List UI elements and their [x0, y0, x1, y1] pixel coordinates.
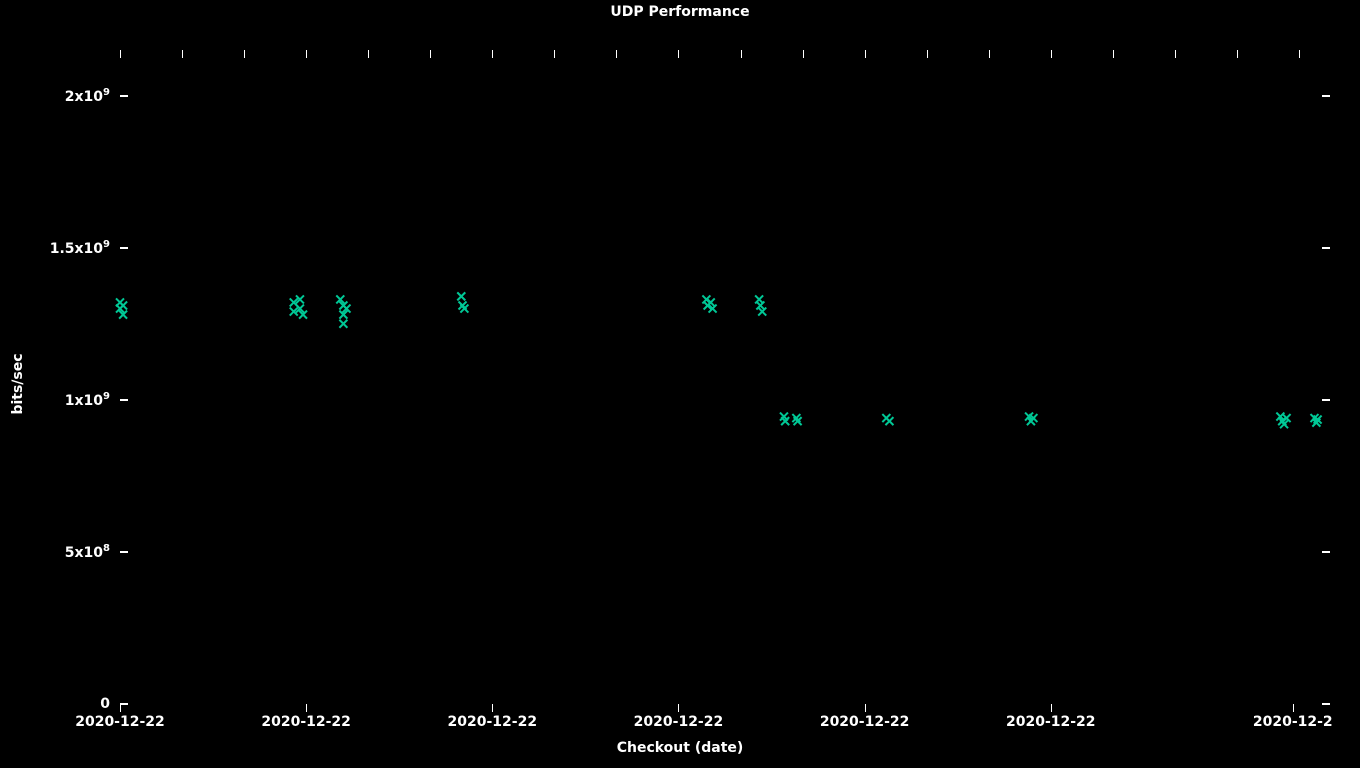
y-tick-label: 2x109 [65, 87, 110, 105]
x-minor-tick-mark [616, 50, 617, 58]
x-tick-label: 2020-12-22 [634, 714, 724, 730]
x-tick-label: 2020-12-22 [1006, 714, 1096, 730]
y-tick-mark [1322, 703, 1330, 705]
y-tick-mark [120, 703, 128, 705]
x-minor-tick-mark [368, 50, 369, 58]
x-minor-tick-mark [1113, 50, 1114, 58]
y-tick-label: 0 [100, 696, 110, 712]
x-tick-mark [1293, 704, 1294, 712]
x-minor-tick-mark [803, 50, 804, 58]
plot-area [120, 50, 1330, 704]
x-minor-tick-mark [244, 50, 245, 58]
x-minor-tick-mark [741, 50, 742, 58]
x-minor-tick-mark [182, 50, 183, 58]
x-tick-mark [492, 704, 493, 712]
x-tick-mark [678, 704, 679, 712]
y-tick-mark [1322, 247, 1330, 249]
x-minor-tick-mark [1175, 50, 1176, 58]
x-tick-label: 2020-12-22 [261, 714, 351, 730]
y-tick-mark [1322, 399, 1330, 401]
x-tick-label: 2020-12-2 [1253, 714, 1333, 730]
x-minor-tick-mark [927, 50, 928, 58]
scatter-markers [120, 50, 1330, 704]
x-tick-label: 2020-12-22 [75, 714, 165, 730]
y-tick-label: 1.5x109 [50, 239, 110, 257]
x-tick-mark [865, 704, 866, 712]
y-tick-mark [120, 95, 128, 97]
x-tick-label: 2020-12-22 [448, 714, 538, 730]
x-minor-tick-mark [430, 50, 431, 58]
udp-performance-chart: UDP Performance bits/sec Checkout (date)… [0, 0, 1360, 768]
y-tick-mark [120, 551, 128, 553]
y-tick-mark [120, 399, 128, 401]
y-tick-mark [1322, 95, 1330, 97]
x-tick-label: 2020-12-22 [820, 714, 910, 730]
x-minor-tick-mark [1051, 50, 1052, 58]
x-axis-label: Checkout (date) [0, 740, 1360, 756]
x-tick-mark [120, 704, 121, 712]
x-tick-mark [1051, 704, 1052, 712]
chart-title: UDP Performance [0, 4, 1360, 20]
data-point-marker [460, 305, 468, 313]
y-tick-mark [1322, 551, 1330, 553]
y-tick-label: 5x108 [65, 543, 110, 561]
x-minor-tick-mark [306, 50, 307, 58]
x-minor-tick-mark [492, 50, 493, 58]
x-minor-tick-mark [1299, 50, 1300, 58]
x-minor-tick-mark [554, 50, 555, 58]
data-point-marker [758, 308, 766, 316]
x-minor-tick-mark [678, 50, 679, 58]
data-point-marker [339, 320, 347, 328]
data-point-marker [457, 292, 465, 300]
data-point-marker [885, 417, 893, 425]
y-tick-mark [120, 247, 128, 249]
y-tick-label: 1x109 [65, 391, 110, 409]
x-minor-tick-mark [989, 50, 990, 58]
x-minor-tick-mark [865, 50, 866, 58]
x-minor-tick-mark [1237, 50, 1238, 58]
x-minor-tick-mark [120, 50, 121, 58]
x-tick-mark [306, 704, 307, 712]
y-axis-label: bits/sec [10, 353, 26, 414]
data-point-marker [119, 302, 127, 310]
